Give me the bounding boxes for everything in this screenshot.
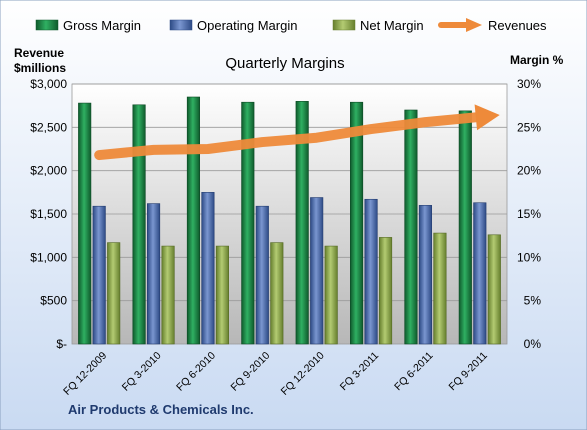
legend-swatch-operating-margin [169, 19, 193, 31]
y-right-tick-label: 15% [517, 207, 541, 221]
legend-item-gross-margin: Gross Margin [35, 18, 141, 33]
legend-arrow-revenues [466, 18, 482, 32]
y-left-tick-label: $- [56, 337, 67, 351]
bar-net-margin [107, 242, 121, 345]
bar-gross-margin [132, 104, 146, 345]
legend-label-operating-margin: Operating Margin [197, 18, 297, 33]
legend-item-net-margin: Net Margin [332, 18, 424, 33]
bar-gross-margin [458, 110, 472, 345]
legend-label-net-margin: Net Margin [360, 18, 424, 33]
bar-operating-margin [255, 205, 269, 345]
y-left-tick-label: $1,000 [30, 250, 67, 264]
bar-operating-margin [201, 192, 215, 345]
bar-gross-margin [404, 109, 418, 345]
bar-gross-margin [241, 101, 255, 345]
legend-label-gross-margin: Gross Margin [63, 18, 141, 33]
y-left-title-line1: Revenue [14, 46, 64, 60]
bar-operating-margin [364, 198, 378, 345]
bar-net-margin [487, 234, 501, 345]
bar-operating-margin [473, 202, 487, 345]
legend-swatch-net-margin [332, 19, 356, 31]
bar-gross-margin [295, 101, 309, 345]
revenue-arrowhead [474, 104, 500, 131]
footer-company: Air Products & Chemicals Inc. [68, 402, 254, 417]
bar-operating-margin [418, 205, 432, 345]
y-left-tick-label: $2,500 [30, 120, 67, 134]
y-right-ticks: 0% 5% 10% 15% 20% 25% 30% [517, 77, 541, 351]
y-right-title: Margin % [510, 53, 564, 67]
y-right-tick-label: 30% [517, 77, 541, 91]
legend-swatch-gross-margin [35, 19, 59, 31]
bar-gross-margin [78, 102, 92, 345]
bar-net-margin [161, 245, 175, 345]
bar-net-margin [433, 232, 447, 345]
bar-gross-margin [186, 96, 200, 345]
bar-operating-margin [310, 197, 324, 345]
legend-label-revenues: Revenues [488, 18, 547, 33]
bar-net-margin [379, 237, 393, 345]
y-left-tick-label: $3,000 [30, 77, 67, 91]
legend-item-operating-margin: Operating Margin [169, 18, 297, 33]
y-right-tick-label: 0% [524, 337, 542, 351]
y-right-tick-label: 20% [517, 164, 541, 178]
legend: Gross Margin Operating Margin Net Margin… [35, 18, 547, 33]
legend-item-revenues: Revenues [438, 18, 547, 33]
bar-operating-margin [92, 205, 106, 345]
revenue-line [94, 112, 481, 161]
bars [78, 96, 501, 345]
y-left-tick-label: $1,500 [30, 207, 67, 221]
bar-net-margin [215, 245, 229, 345]
bar-gross-margin [350, 101, 364, 345]
bar-net-margin [270, 242, 284, 345]
bar-net-margin [324, 245, 338, 345]
y-left-ticks: $- $500 $1,000 $1,500 $2,000 $2,500 $3,000 [30, 77, 67, 351]
y-left-tick-label: $500 [40, 294, 67, 308]
y-right-tick-label: 25% [517, 120, 541, 134]
y-left-tick-label: $2,000 [30, 164, 67, 178]
chart-title: Quarterly Margins [225, 55, 344, 72]
y-left-title-line2: $millions [14, 61, 66, 75]
bar-operating-margin [147, 203, 161, 345]
y-right-tick-label: 10% [517, 250, 541, 264]
revenue-line-group [94, 104, 500, 161]
y-right-tick-label: 5% [524, 294, 542, 308]
